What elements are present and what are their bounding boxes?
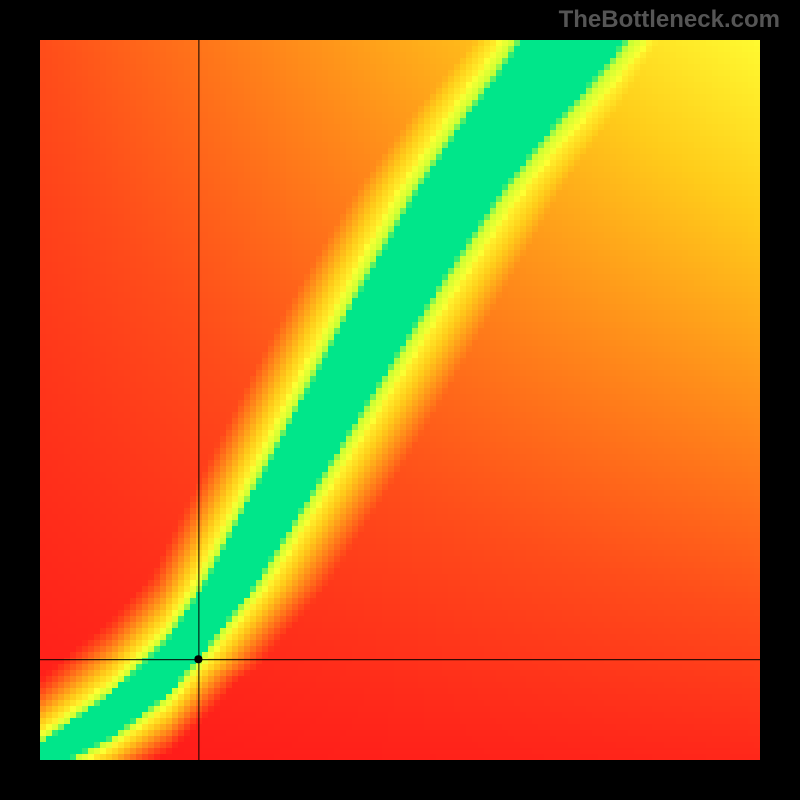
watermark-text: TheBottleneck.com <box>559 6 780 34</box>
heatmap-canvas <box>40 40 760 760</box>
heatmap-plot <box>40 40 760 760</box>
